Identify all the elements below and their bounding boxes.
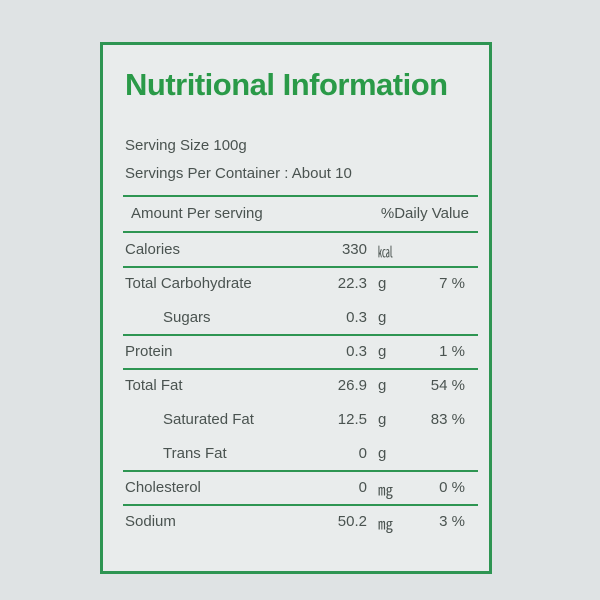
rule (123, 504, 478, 506)
daily-value: 83 % (430, 411, 465, 428)
amount: 22.3 (337, 275, 367, 292)
daily-value: 7 % (439, 275, 465, 292)
unit: g (378, 445, 387, 462)
amount: 0 (358, 445, 367, 462)
row-label: Calories (125, 241, 181, 258)
header-right: %Daily Value (380, 205, 469, 222)
amount: 12.5 (337, 411, 367, 428)
daily-value: 3 % (439, 513, 465, 530)
rule (123, 231, 478, 233)
amount: 0.3 (346, 309, 367, 326)
rule (123, 266, 478, 268)
daily-value: 1 % (439, 343, 465, 360)
amount: 26.9 (337, 377, 367, 394)
row-label: Cholesterol (125, 479, 201, 496)
unit: g (378, 309, 387, 326)
row-label: Saturated Fat (163, 411, 254, 428)
row-label: Trans Fat (163, 445, 227, 462)
unit: ㎎ (378, 516, 394, 533)
row-label: Total Fat (125, 377, 183, 394)
rule (123, 334, 478, 336)
amount: 0 (358, 479, 367, 496)
servings-per-container: Servings Per Container : About 10 (125, 165, 352, 182)
nutrition-label: Nutritional Information Serving Size 100… (100, 42, 492, 574)
row-label: Sodium (125, 513, 176, 530)
amount: 50.2 (337, 513, 367, 530)
row-label: Sugars (163, 309, 211, 326)
serving-size: Serving Size 100g (125, 137, 247, 154)
unit: g (378, 411, 387, 428)
rule (123, 195, 478, 197)
unit: g (378, 343, 387, 360)
amount: 0.3 (346, 343, 367, 360)
rule (123, 470, 478, 472)
daily-value: 54 % (430, 377, 465, 394)
row-label: Total Carbohydrate (125, 275, 252, 292)
unit: ㎎ (378, 482, 394, 499)
daily-value: 0 % (439, 479, 465, 496)
row-label: Protein (125, 343, 173, 360)
header-left: Amount Per serving (131, 205, 263, 222)
title: Nutritional Information (125, 67, 448, 102)
unit: g (378, 275, 387, 292)
rule (123, 368, 478, 370)
unit: ㎉ (378, 244, 394, 261)
amount: 330 (341, 241, 367, 258)
unit: g (378, 377, 387, 394)
